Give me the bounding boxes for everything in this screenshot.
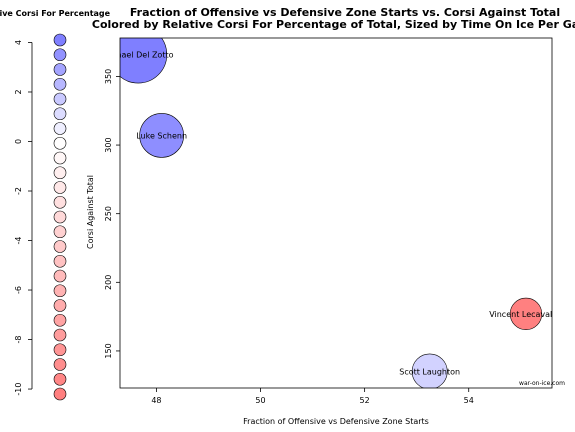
data-point bbox=[509, 297, 543, 331]
colorbar-swatch bbox=[53, 122, 67, 135]
colorbar-swatch bbox=[53, 254, 67, 268]
axes: 48 50 52 54 150 200 250 300 350 bbox=[104, 37, 553, 405]
colorbar-swatch bbox=[53, 151, 67, 165]
colorbar-swatch bbox=[53, 343, 67, 357]
colorbar-swatch bbox=[53, 92, 67, 106]
data-point-label: Vincent Lecavalier bbox=[489, 310, 563, 319]
data-point-label: Michael Del Zotto bbox=[103, 50, 174, 59]
colorbar-tick-label: -2 bbox=[14, 187, 23, 195]
data-point-label: Scott Laughton bbox=[399, 368, 460, 377]
x-tick-label: 50 bbox=[255, 396, 265, 405]
x-tick-label: 54 bbox=[464, 396, 474, 405]
colorbar-tick-label: -10 bbox=[14, 383, 23, 396]
y-axis-label: Corsi Against Total bbox=[86, 175, 95, 249]
points-layer: Michael Del Zotto Luke Schenn Scott Laught… bbox=[103, 38, 563, 388]
y-tick-label: 250 bbox=[104, 206, 113, 221]
x-tick-label: 48 bbox=[151, 396, 161, 405]
colorbar-swatch bbox=[53, 284, 67, 298]
data-point bbox=[120, 38, 168, 84]
colorbar-title: Relative Corsi For Percentage bbox=[0, 9, 111, 18]
colorbar-swatch bbox=[53, 269, 67, 283]
colorbar-swatch bbox=[53, 63, 67, 76]
y-tick-label: 200 bbox=[104, 275, 113, 290]
colorbar-swatch bbox=[53, 299, 67, 312]
y-tick-label: 300 bbox=[104, 137, 113, 152]
colorbar-swatch bbox=[53, 77, 67, 91]
colorbar-tick-label: 2 bbox=[14, 89, 23, 94]
colorbar-swatch bbox=[53, 210, 67, 224]
colorbar-swatch bbox=[53, 195, 67, 209]
colorbar: 4 2 0 -2 -4 -6 -8 -10 bbox=[14, 33, 67, 401]
chart-title: Fraction of Offensive vs Defensive Zone … bbox=[130, 6, 560, 19]
plot-frame bbox=[119, 37, 553, 389]
colorbar-swatch bbox=[53, 48, 67, 62]
colorbar-tick-label: 4 bbox=[14, 40, 23, 45]
colorbar-swatch bbox=[53, 33, 67, 47]
y-tick-label: 150 bbox=[104, 343, 113, 358]
colorbar-swatch bbox=[53, 181, 67, 194]
colorbar-swatch bbox=[53, 372, 67, 386]
colorbar-tick-label: -6 bbox=[14, 286, 23, 294]
colorbar-swatch bbox=[53, 240, 67, 253]
y-tick-label: 350 bbox=[104, 69, 113, 84]
data-point-label: Luke Schenn bbox=[136, 131, 187, 140]
x-tick-label: 52 bbox=[360, 396, 370, 405]
colorbar-swatch bbox=[53, 166, 67, 180]
colorbar-tick-label: 0 bbox=[14, 139, 23, 144]
colorbar-swatch bbox=[53, 225, 67, 239]
colorbar-tick-label: -8 bbox=[14, 336, 23, 344]
x-axis-label: Fraction of Offensive vs Defensive Zone … bbox=[243, 417, 429, 426]
colorbar-swatch bbox=[53, 313, 67, 327]
colorbar-swatch bbox=[53, 387, 67, 401]
watermark: war-on-ice.com bbox=[519, 380, 565, 387]
data-point bbox=[411, 353, 448, 388]
colorbar-swatch bbox=[53, 328, 67, 342]
colorbar-swatch bbox=[53, 358, 67, 371]
data-point bbox=[139, 113, 184, 158]
chart-subtitle: Colored by Relative Corsi For Percentage… bbox=[92, 18, 575, 31]
colorbar-swatch bbox=[53, 107, 67, 121]
colorbar-swatch bbox=[53, 136, 67, 150]
colorbar-tick-label: -4 bbox=[14, 237, 23, 245]
